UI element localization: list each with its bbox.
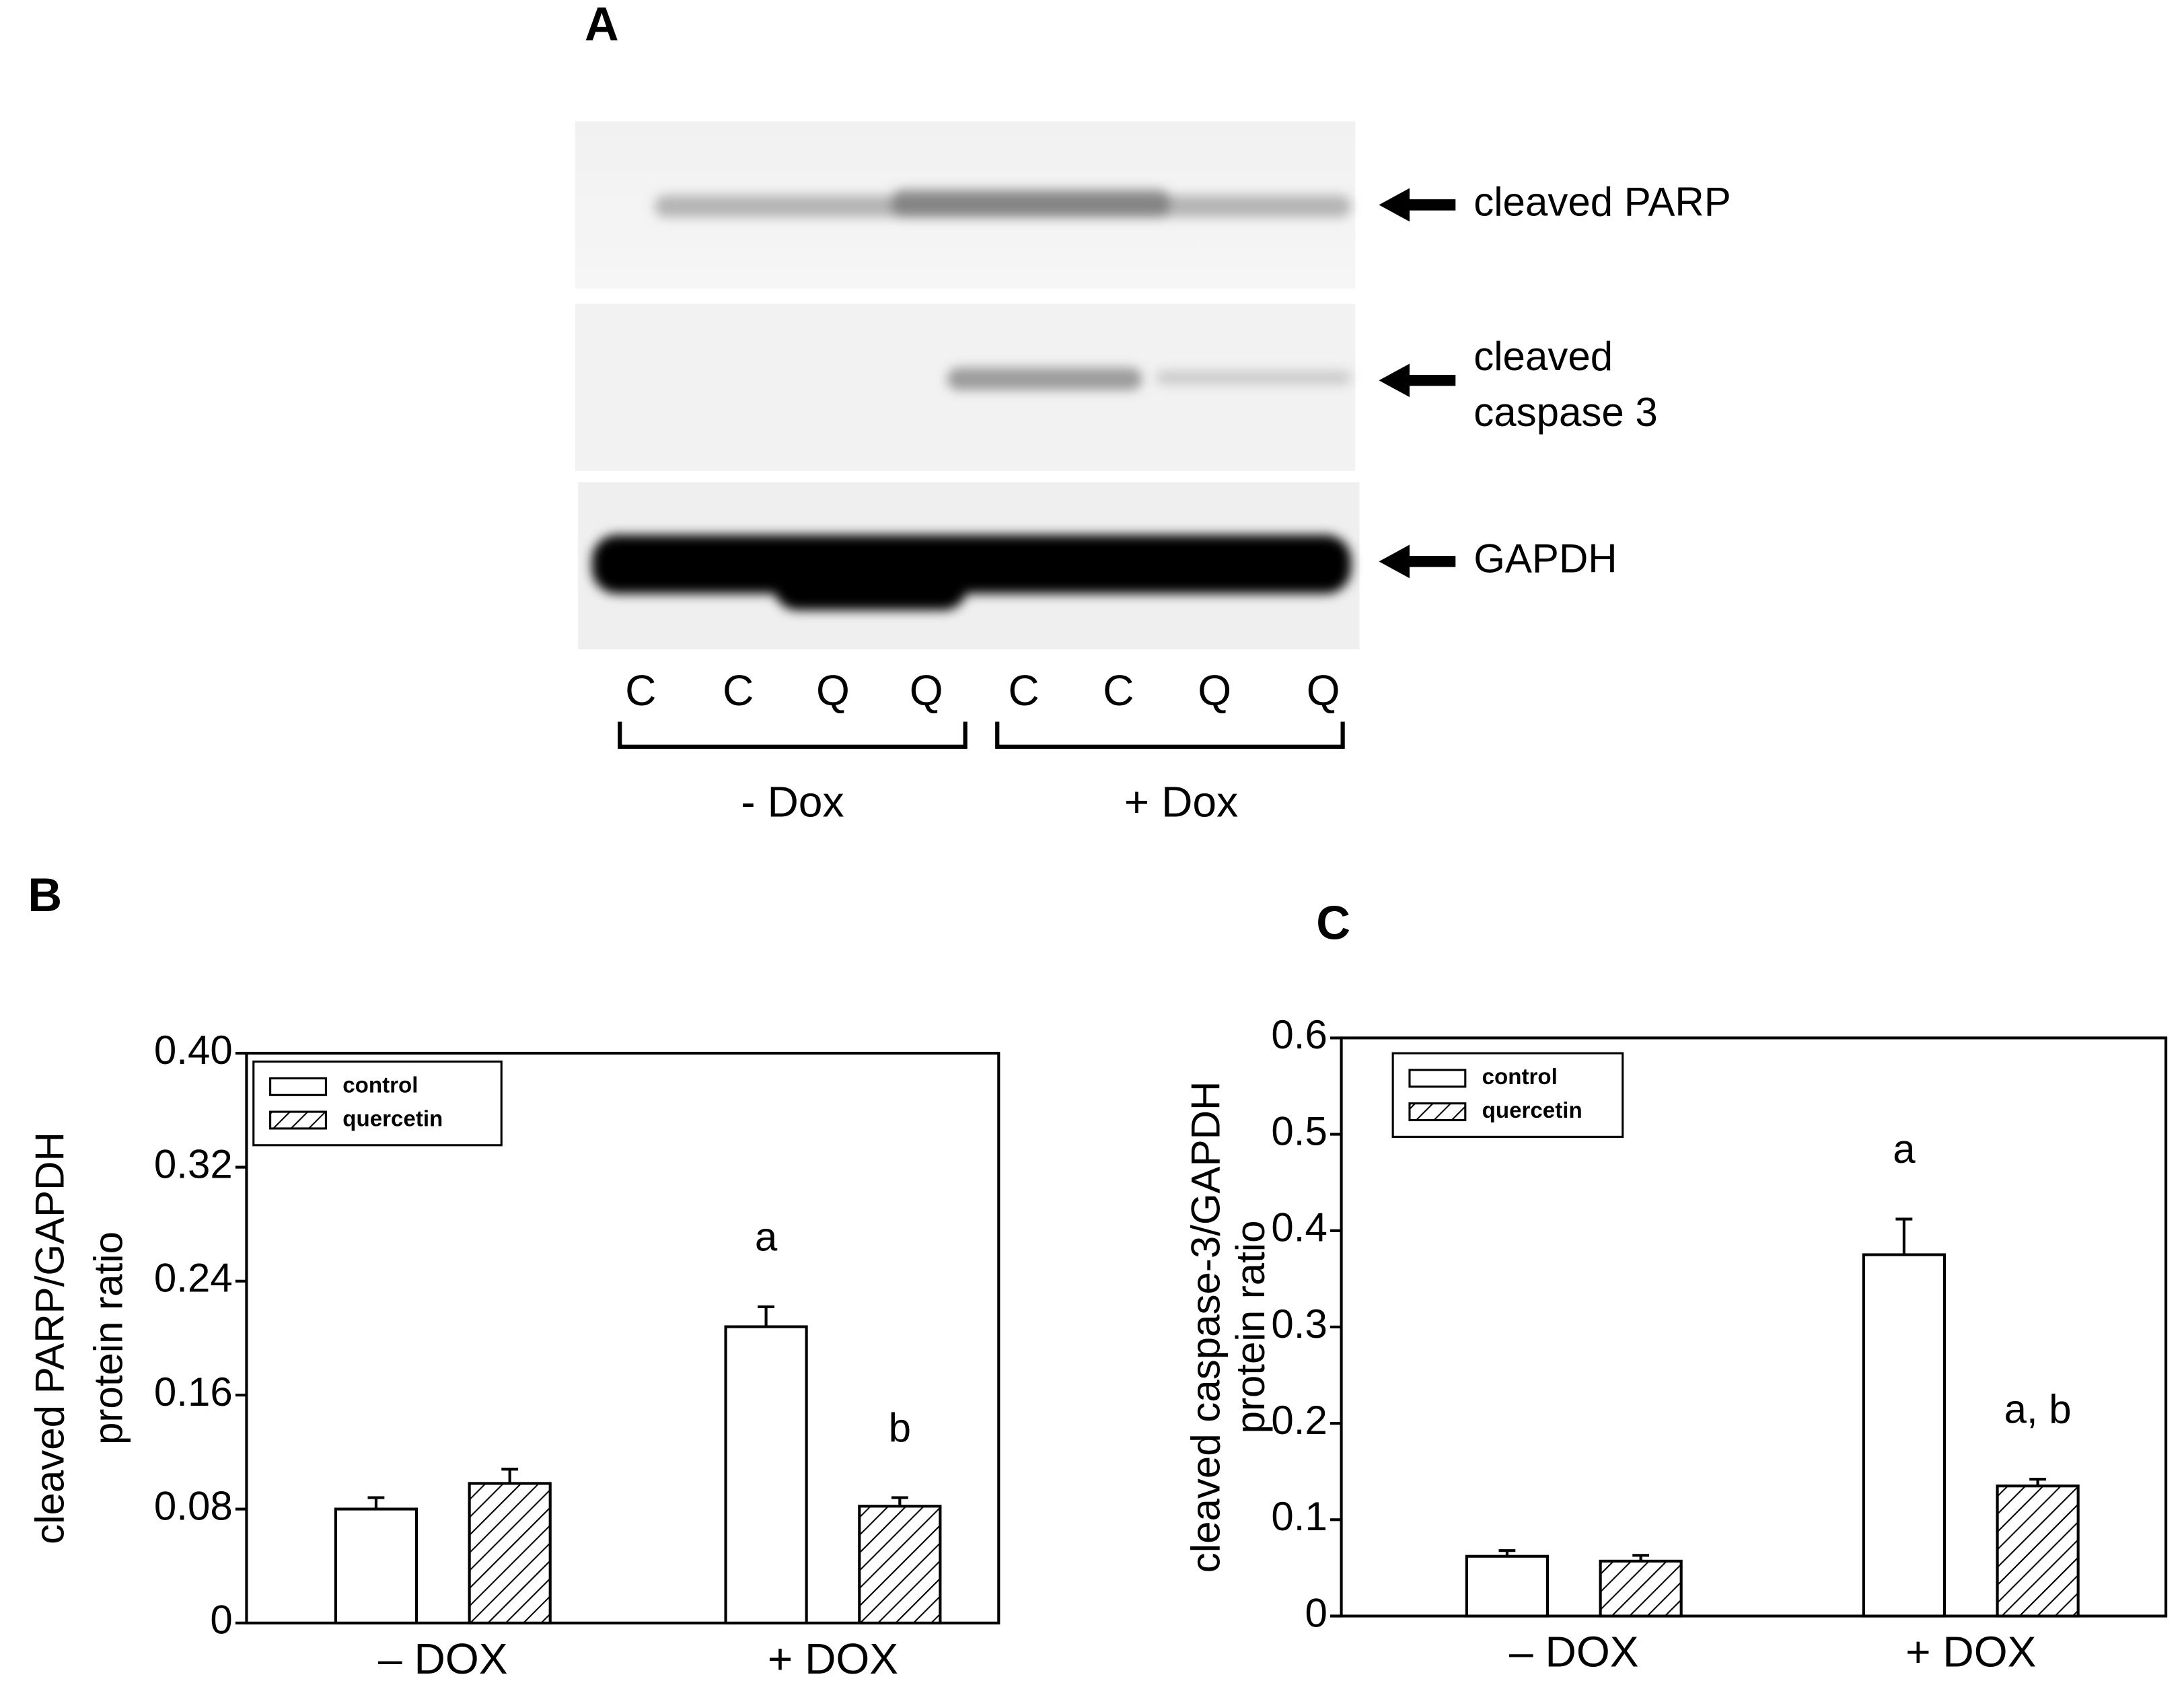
y-axis-label: protein ratio (85, 1231, 131, 1445)
y-tick-label: 0.3 (1271, 1301, 1327, 1347)
bar (468, 1482, 552, 1624)
annotation: a (755, 1214, 778, 1259)
bar (1465, 1554, 1550, 1618)
band-label: GAPDH (1473, 536, 1617, 581)
legend-box (252, 1061, 503, 1147)
x-tick-label: + DOX (1905, 1627, 2036, 1676)
y-tick-label: 0.40 (154, 1028, 233, 1073)
y-tick-label: 0 (210, 1598, 232, 1643)
bar (858, 1505, 942, 1624)
legend-box (1391, 1052, 1624, 1138)
y-tick-label: 0.6 (1271, 1012, 1327, 1057)
band-label: caspase 3 (1473, 390, 1658, 435)
legend-swatch (1408, 1102, 1467, 1122)
arrows (1379, 188, 1456, 579)
y-axis-label: cleaved caspase-3/GAPDH (1184, 1081, 1229, 1573)
panel-label: A (585, 0, 619, 50)
legend-label: control (342, 1073, 418, 1098)
y-tick-label: 0.16 (154, 1369, 233, 1415)
plot-frame (245, 1052, 1000, 1624)
lane-label: Q (816, 666, 850, 715)
lane-label: C (1008, 666, 1039, 715)
lane-label: Q (910, 666, 943, 715)
legend-label: quercetin (1482, 1098, 1582, 1123)
y-tick-label: 0.32 (154, 1141, 233, 1186)
lane-label: Q (1198, 666, 1231, 715)
annotation: a (1893, 1126, 1916, 1172)
group-label: - Dox (741, 778, 844, 826)
lane-label: C (1103, 666, 1134, 715)
bar (1862, 1253, 1946, 1618)
legend-label: quercetin (342, 1106, 443, 1131)
y-axis-label: protein ratio (1228, 1220, 1273, 1433)
bar (334, 1507, 418, 1624)
legend-swatch (269, 1110, 327, 1130)
lane-label: C (625, 666, 656, 715)
blot-bands (591, 189, 1352, 610)
y-tick-label: 0.5 (1271, 1108, 1327, 1153)
x-tick-label: + DOX (768, 1635, 898, 1683)
y-tick-label: 0.2 (1271, 1398, 1327, 1443)
lane-label: Q (1307, 666, 1340, 715)
legend-swatch (1408, 1069, 1467, 1088)
bar (724, 1325, 808, 1624)
lane-label: C (723, 666, 754, 715)
y-tick-label: 0 (1305, 1590, 1327, 1635)
band-label: cleaved PARP (1473, 179, 1731, 224)
bar (1599, 1559, 1683, 1618)
legend-swatch (269, 1077, 327, 1096)
annotation: a, b (2004, 1387, 2072, 1432)
annotation: b (889, 1405, 911, 1450)
y-axis-label: cleaved PARP/GAPDH (28, 1132, 73, 1544)
x-tick-label: – DOX (378, 1635, 508, 1683)
y-tick-label: 0.1 (1271, 1494, 1327, 1539)
bar (1996, 1484, 2080, 1618)
panel-label: C (1316, 896, 1350, 949)
x-tick-label: – DOX (1509, 1627, 1639, 1676)
y-tick-label: 0.24 (154, 1256, 233, 1301)
y-tick-label: 0.4 (1271, 1205, 1327, 1250)
band-label: cleaved (1473, 334, 1613, 379)
legend-label: control (1482, 1065, 1558, 1089)
y-tick-label: 0.08 (154, 1483, 233, 1528)
panel-label: B (28, 868, 62, 921)
group-brackets (618, 721, 1345, 749)
group-label: + Dox (1124, 778, 1238, 826)
